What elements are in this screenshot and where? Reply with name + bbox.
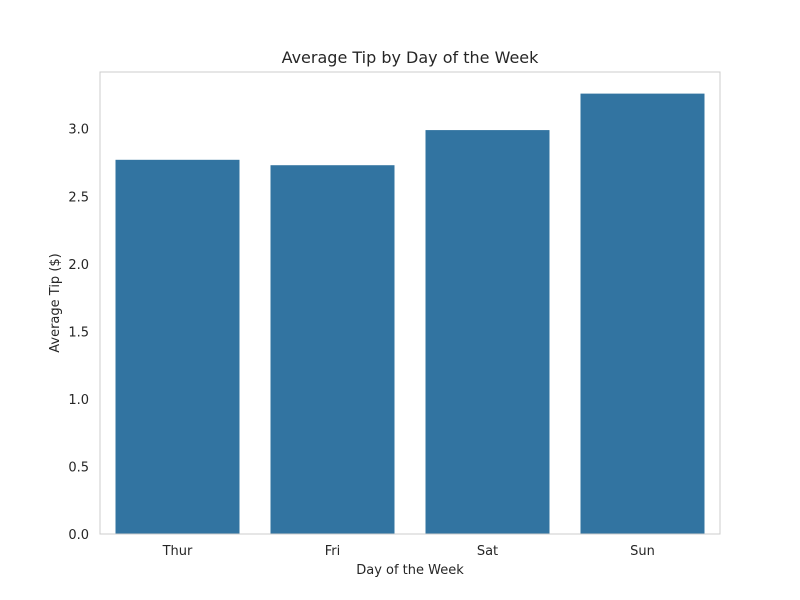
y-axis-ticks: 0.0 0.5 1.0 1.5 2.0 2.5 3.0 <box>68 123 89 543</box>
bar-fri <box>270 165 395 535</box>
y-tick-label: 0.0 <box>68 528 89 543</box>
x-tick-label: Thur <box>162 544 193 559</box>
bars-group <box>115 93 705 535</box>
bar-sun <box>580 93 705 534</box>
chart-title: Average Tip by Day of the Week <box>282 48 540 67</box>
y-tick-label: 2.0 <box>68 258 89 273</box>
bar-thur <box>115 159 240 535</box>
y-axis-label: Average Tip ($) <box>48 253 63 352</box>
y-tick-label: 3.0 <box>68 123 89 138</box>
x-axis-ticks: Thur Fri Sat Sun <box>162 544 655 559</box>
x-tick-label: Sat <box>477 544 498 559</box>
bar-sat <box>425 130 550 535</box>
x-tick-label: Fri <box>325 544 341 559</box>
plot-frame <box>99 71 721 535</box>
x-tick-label: Sun <box>630 544 655 559</box>
y-tick-label: 0.5 <box>68 460 89 475</box>
y-tick-label: 1.5 <box>68 325 89 340</box>
y-tick-label: 2.5 <box>68 190 89 205</box>
y-tick-label: 1.0 <box>68 393 89 408</box>
x-axis-label: Day of the Week <box>356 563 464 578</box>
